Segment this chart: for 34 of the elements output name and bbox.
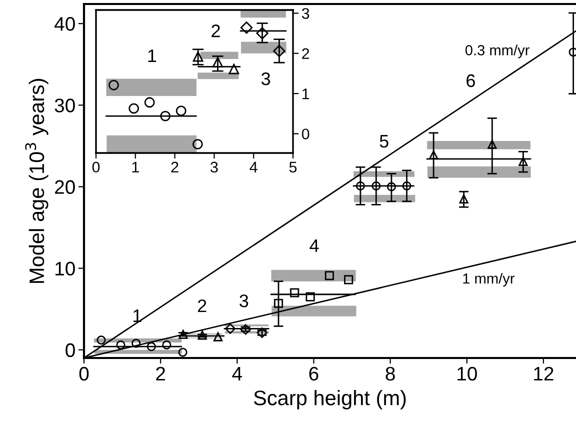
x-tick-label: 3 [210,162,218,173]
annotation: 4 [310,239,319,252]
y-tick-label: 40 [54,17,75,31]
y-tick-label: 10 [56,262,75,276]
y-tick-label: 0 [66,343,75,358]
annotation: 1 [148,50,156,62]
annotation: 1 mm/yr [463,272,515,287]
y-tick-label: 1 [302,88,310,100]
x-tick-label: 1 [132,162,139,172]
y-tick-label: 2 [302,48,310,59]
y-tick-label: 30 [54,98,75,112]
x-tick-label: 12 [534,366,554,380]
x-tick-label: 8 [386,366,395,381]
annotation: 2 [212,24,220,38]
x-tick-label: 2 [156,366,166,380]
x-tick-label: 10 [458,366,477,381]
y-axis-title: Model age (10$^{3}$ years) [25,78,48,283]
x-tick-label: 4 [232,367,242,380]
x-tick-label: 4 [250,162,258,172]
x-tick-label: 0 [92,162,100,173]
annotation: 3 [240,294,248,308]
x-tick-label: 2 [171,162,178,172]
x-tick-label: 6 [309,366,318,381]
annotation: 3 [261,72,270,86]
annotation: 0.3 mm/yr [465,44,530,58]
y-tick-label: 0 [302,128,310,140]
annotation: 2 [198,299,206,312]
annotation: 6 [466,74,475,88]
x-axis-title: Scarp height (m) [254,390,406,410]
x-tick-label: 5 [289,162,297,173]
x-tick-label: 0 [79,366,89,381]
y-tick-label: 20 [55,180,75,194]
annotation: 5 [380,135,388,148]
y-tick-label: 3 [302,8,310,19]
